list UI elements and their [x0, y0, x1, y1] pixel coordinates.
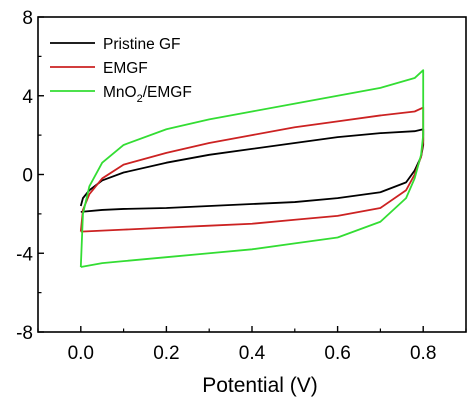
- y-tick-label: 4: [22, 87, 33, 108]
- y-tick-label: 8: [22, 8, 33, 29]
- ticks-layer: [37, 16, 467, 333]
- x-tick-label: 0.6: [324, 343, 350, 364]
- x-tick-label: 0.0: [68, 343, 94, 364]
- series-line-3: [79, 69, 425, 268]
- y-tick-label: -4: [16, 244, 33, 265]
- legend-label: MnO2/EMGF: [103, 84, 192, 105]
- series-layer: [79, 69, 425, 268]
- x-tick-label: 0.2: [153, 343, 179, 364]
- y-tick-label: 0: [22, 166, 33, 187]
- legend-label: Pristine GF: [103, 36, 181, 53]
- x-axis-title: Potential (V): [202, 374, 318, 397]
- legend-label: EMGF: [103, 60, 148, 77]
- y-tick-label: -8: [16, 323, 33, 344]
- x-tick-label: 0.4: [239, 343, 266, 364]
- tick-labels-layer: 0.0 0.2 0.4 0.6 0.8 -8 -4 0 4 8: [16, 8, 436, 364]
- legend: Pristine GF EMGF MnO2/EMGF: [50, 36, 192, 105]
- x-tick-label: 0.8: [410, 343, 436, 364]
